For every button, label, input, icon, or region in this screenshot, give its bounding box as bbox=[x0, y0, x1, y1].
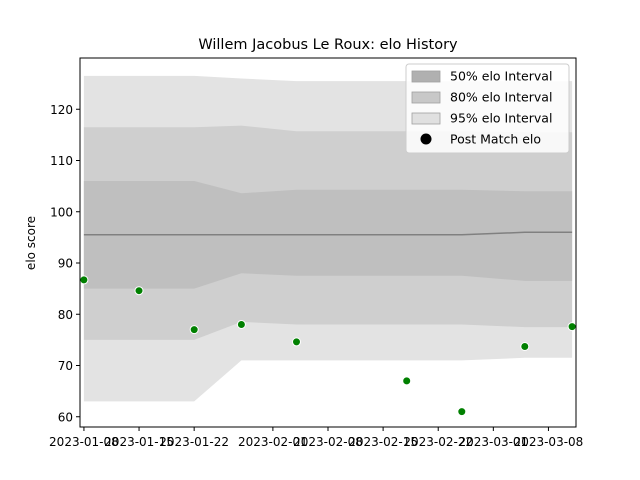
mean-line-group bbox=[83, 231, 573, 236]
legend-label: 80% elo Interval bbox=[450, 90, 552, 105]
post-match-point-6 bbox=[402, 376, 412, 386]
x-tick-label: 2023-01-15 bbox=[104, 435, 174, 449]
legend-swatch bbox=[411, 91, 441, 104]
post-match-point-3 bbox=[189, 325, 199, 335]
x-tick-label: 2023-01-08 bbox=[49, 435, 119, 449]
y-tick-label: 60 bbox=[58, 410, 73, 424]
mean-elo-line bbox=[83, 231, 573, 236]
x-tick-label: 2023-02-22 bbox=[403, 435, 473, 449]
legend-marker bbox=[420, 133, 432, 145]
post-match-point-7 bbox=[457, 407, 467, 417]
x-tick-label: 2023-02-08 bbox=[293, 435, 363, 449]
y-tick-label: 100 bbox=[50, 205, 73, 219]
legend-label: 50% elo Interval bbox=[450, 69, 552, 84]
post-match-point-9 bbox=[567, 322, 577, 332]
x-tick-label: 2023-02-15 bbox=[348, 435, 418, 449]
legend: 50% elo Interval 80% elo Interval 95% elo … bbox=[405, 63, 570, 154]
x-tick-label: 2023-03-08 bbox=[514, 435, 584, 449]
axes: 607080901001101202023-01-082023-01-15202… bbox=[49, 57, 584, 449]
x-tick-label: 2023-03-01 bbox=[458, 435, 528, 449]
x-tick-label: 2023-02-01 bbox=[238, 435, 308, 449]
legend-box bbox=[405, 63, 570, 154]
y-tick-label: 90 bbox=[58, 257, 73, 271]
legend-swatch bbox=[411, 70, 441, 83]
y-tick-label: 110 bbox=[50, 154, 73, 168]
post-match-point-2 bbox=[134, 286, 144, 296]
y-tick-label: 70 bbox=[58, 359, 73, 373]
interval-bands bbox=[83, 75, 573, 402]
y-tick-label: 80 bbox=[58, 308, 73, 322]
legend-label: Post Match elo bbox=[450, 132, 541, 147]
chart-title: Willem Jacobus Le Roux: elo History bbox=[198, 37, 458, 53]
post-match-point-4 bbox=[236, 320, 246, 329]
post-match-points bbox=[79, 275, 577, 417]
x-tick-label: 2023-01-22 bbox=[159, 435, 229, 449]
y-tick-label: 120 bbox=[50, 103, 73, 117]
post-match-point-5 bbox=[292, 337, 301, 347]
legend-label: 95% elo Interval bbox=[450, 111, 552, 126]
post-match-point-1 bbox=[79, 275, 89, 285]
y-axis-title: elo score bbox=[24, 216, 38, 270]
legend-swatch bbox=[411, 112, 441, 125]
post-match-point-8 bbox=[520, 342, 530, 351]
